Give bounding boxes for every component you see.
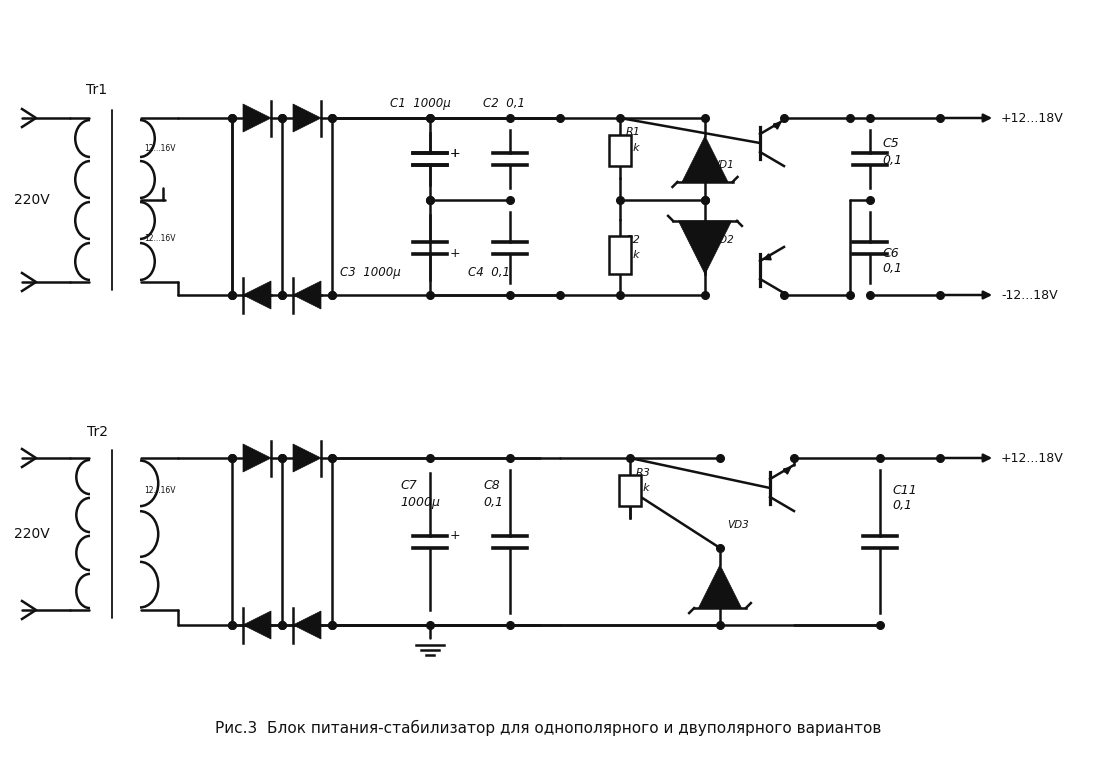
Text: C7: C7 (400, 478, 417, 491)
Text: +: + (450, 247, 461, 260)
Text: 1k: 1k (626, 143, 639, 153)
Text: 12...16V: 12...16V (145, 144, 175, 153)
Text: -12...18V: -12...18V (1001, 289, 1058, 302)
Polygon shape (679, 221, 731, 274)
Text: C1  1000μ: C1 1000μ (390, 96, 451, 109)
Text: 1000μ: 1000μ (400, 496, 440, 509)
Text: C11: C11 (892, 484, 917, 497)
Bar (619, 475, 641, 506)
Text: R1: R1 (626, 127, 641, 137)
Bar (609, 135, 631, 166)
Text: 0,1: 0,1 (881, 261, 902, 274)
Text: Tr2: Tr2 (87, 425, 107, 439)
Polygon shape (699, 565, 741, 608)
Text: VD3: VD3 (727, 520, 749, 530)
Text: Tr1: Tr1 (87, 83, 107, 97)
Text: C4  0,1: C4 0,1 (468, 266, 510, 279)
Text: VD2: VD2 (712, 235, 734, 245)
Text: 12...16V: 12...16V (145, 234, 175, 242)
Text: Рис.3  Блок питания-стабилизатор для однополярного и двуполярного вариантов: Рис.3 Блок питания-стабилизатор для одно… (215, 720, 881, 736)
Text: 1k: 1k (626, 250, 639, 260)
Text: +12...18V: +12...18V (1001, 452, 1063, 465)
Text: C3  1000μ: C3 1000μ (341, 266, 401, 279)
Text: VD1: VD1 (712, 160, 734, 170)
Text: +: + (450, 147, 461, 160)
Text: 0,1: 0,1 (483, 496, 503, 509)
Text: R3: R3 (636, 468, 650, 478)
Polygon shape (243, 281, 270, 309)
Text: 12...16V: 12...16V (145, 485, 175, 494)
Text: +: + (450, 147, 461, 160)
Text: C6: C6 (881, 247, 899, 260)
Text: C2  0,1: C2 0,1 (483, 96, 525, 109)
Text: C5: C5 (881, 137, 899, 150)
Polygon shape (293, 104, 321, 132)
Text: 0,1: 0,1 (892, 498, 912, 512)
Text: 220V: 220V (14, 527, 49, 541)
Text: 220V: 220V (14, 193, 49, 207)
Text: 1k: 1k (636, 483, 649, 493)
Polygon shape (682, 136, 728, 182)
Polygon shape (243, 444, 270, 472)
Polygon shape (293, 444, 321, 472)
Text: +: + (450, 529, 461, 542)
Bar (609, 236, 631, 274)
Polygon shape (293, 611, 321, 639)
Text: 0,1: 0,1 (881, 154, 902, 167)
Text: C8: C8 (483, 478, 499, 491)
Polygon shape (293, 281, 321, 309)
Polygon shape (243, 104, 270, 132)
Polygon shape (243, 611, 270, 639)
Text: R2: R2 (626, 235, 641, 245)
Text: +12...18V: +12...18V (1001, 112, 1063, 125)
